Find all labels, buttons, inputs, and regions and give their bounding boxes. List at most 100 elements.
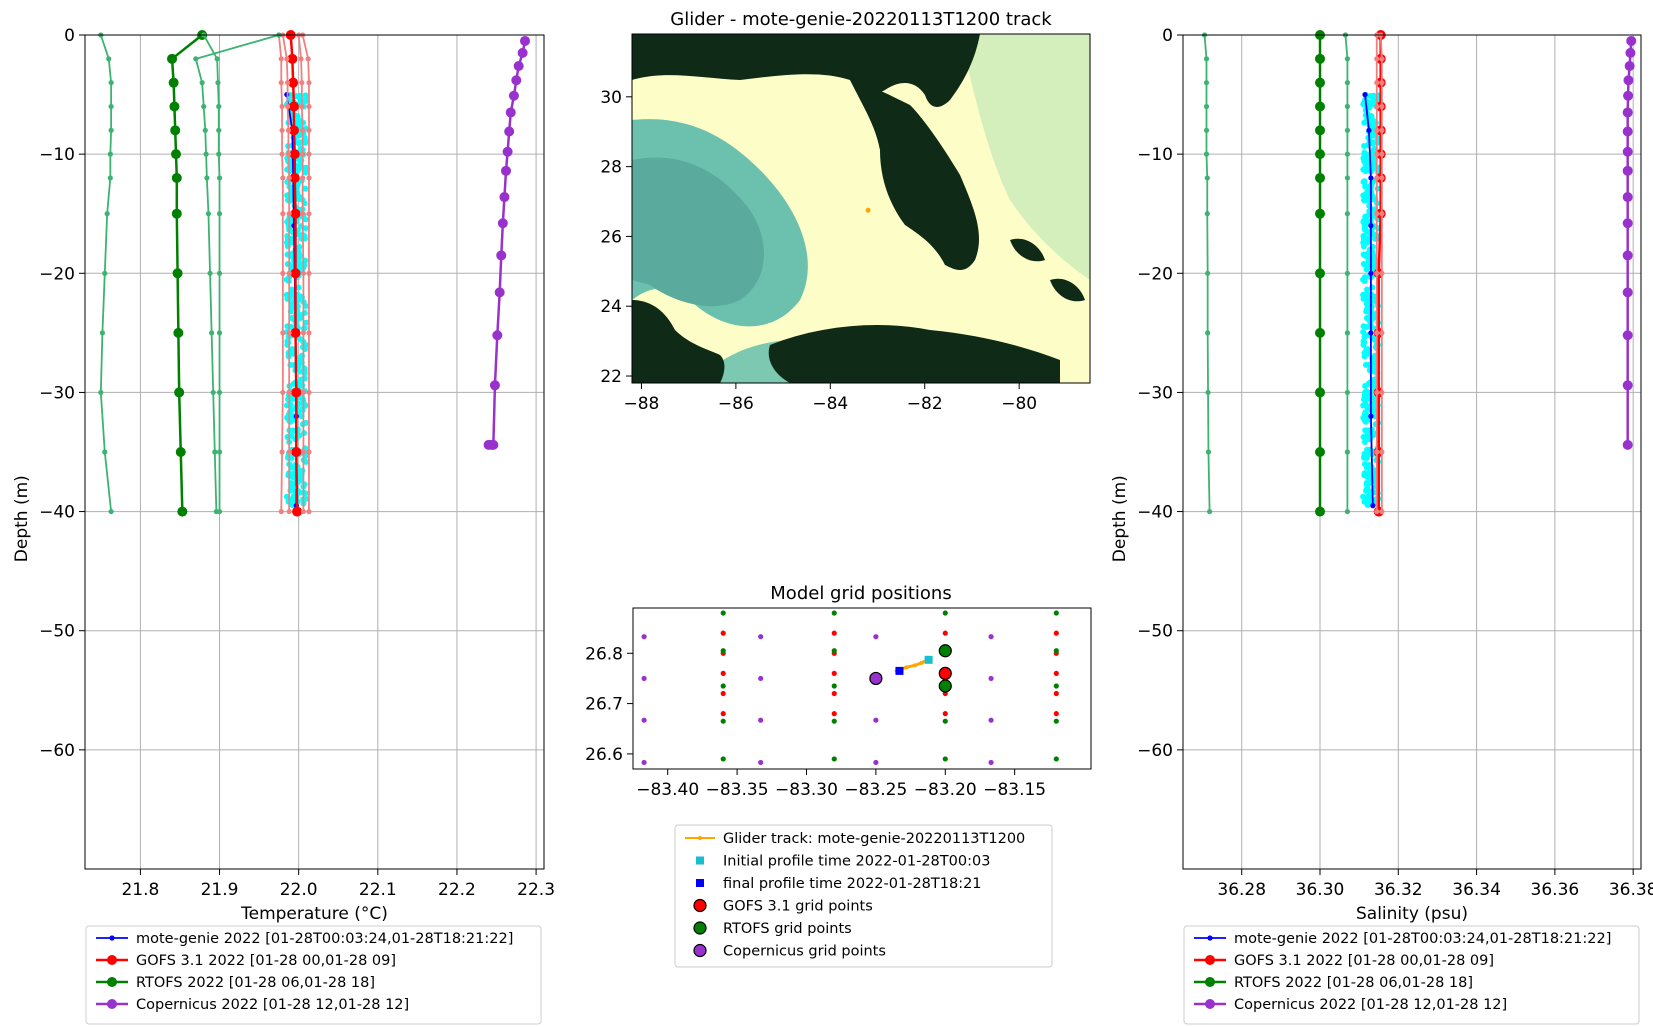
map-glider-position <box>865 207 871 213</box>
y-tick-label: −50 <box>39 622 75 642</box>
series-line <box>1364 94 1374 506</box>
x-tick-label: 22.0 <box>280 880 318 900</box>
series-point <box>286 389 292 396</box>
y-tick-label: −10 <box>1137 145 1173 165</box>
series-point <box>306 80 312 86</box>
rtofs-grid-point <box>1053 683 1059 689</box>
series-point <box>1374 449 1380 455</box>
series-point <box>207 270 213 276</box>
series-point <box>499 192 510 203</box>
series-point <box>1344 151 1351 157</box>
glider-scatter-point <box>1360 178 1367 185</box>
glider-scatter-point <box>1361 438 1368 445</box>
glider-scatter-point <box>1360 243 1367 250</box>
series-point <box>1368 223 1374 229</box>
legend-label: mote-genie 2022 [01-28T00:03:24,01-28T18… <box>1234 931 1611 947</box>
grid-legend-label: final profile time 2022-01-28T18:21 <box>723 876 982 892</box>
series-point <box>203 151 209 157</box>
x-tick-label: 36.32 <box>1374 880 1423 900</box>
gofs-nearest-point <box>938 666 952 681</box>
series-point <box>108 508 114 515</box>
series-point <box>216 103 222 110</box>
legend-marker <box>1205 977 1215 987</box>
map-image <box>632 34 1090 383</box>
series-point <box>300 151 306 157</box>
series-point <box>290 208 301 219</box>
copernicus-grid-point <box>641 717 647 723</box>
series-point <box>1368 175 1374 181</box>
x-tick-label: 21.9 <box>201 880 239 900</box>
rtofs-grid-point <box>720 756 726 762</box>
series-point <box>288 101 299 112</box>
legend-marker <box>107 999 117 1009</box>
map-axis-ticks: −88 −86 −84 −82 −80 22 24 26 28 30 <box>600 88 1037 414</box>
map-y-tick-label: 28 <box>600 158 622 178</box>
series-point <box>300 330 307 336</box>
series-point <box>299 103 305 110</box>
grid-legend-label: Initial profile time 2022-01-28T00:03 <box>723 854 990 870</box>
series-point <box>1622 107 1633 118</box>
series-point <box>1315 172 1326 183</box>
series-point <box>215 80 221 86</box>
gofs-grid-point <box>1053 690 1059 697</box>
glider-scatter-point <box>1363 227 1370 234</box>
series-point <box>306 449 312 455</box>
gofs-grid-point <box>942 630 948 636</box>
y-tick-label: −40 <box>1137 503 1173 523</box>
glider-scatter-point <box>295 284 302 291</box>
series-point <box>1344 508 1351 515</box>
series-point <box>1203 56 1210 62</box>
series-point <box>289 149 300 160</box>
series-point <box>483 439 494 450</box>
x-axis-label: Salinity (psu) <box>1356 904 1468 924</box>
series-point <box>1379 103 1385 110</box>
glider-scatter-point <box>289 346 296 353</box>
series-point <box>1205 270 1211 276</box>
glider-scatter-point <box>289 406 296 413</box>
grid-legend-marker <box>696 879 704 887</box>
glider-scatter-point <box>1361 261 1368 268</box>
series-point <box>279 151 285 157</box>
rtofs-grid-point <box>831 610 837 616</box>
copernicus-grid-point <box>758 634 764 640</box>
series-point <box>167 53 178 64</box>
series-point <box>502 146 513 157</box>
copernicus-grid-point <box>873 634 879 640</box>
glider-scatter-point <box>1363 464 1370 471</box>
legend-marker <box>1205 955 1215 965</box>
series-point <box>306 151 312 157</box>
gofs-grid-point <box>831 711 837 717</box>
series-point <box>287 53 298 64</box>
copernicus-grid-point <box>988 675 994 682</box>
series-point <box>278 508 284 515</box>
series-point <box>1362 91 1368 98</box>
grid-x-tick-label: −83.20 <box>914 780 977 800</box>
series-point <box>102 449 108 455</box>
glider-scatter-point <box>1365 99 1372 106</box>
series-point <box>1315 125 1326 136</box>
map-x-tick-label: −80 <box>1001 394 1037 414</box>
series-point <box>286 175 292 181</box>
series-point <box>216 127 222 133</box>
series-point <box>1374 270 1380 276</box>
rtofs-grid-point <box>831 756 837 762</box>
series-point <box>1205 389 1211 396</box>
series-point <box>300 389 307 396</box>
series-point <box>1344 211 1351 217</box>
series-point <box>1374 508 1380 515</box>
legend-marker <box>107 977 117 987</box>
series-point <box>1203 103 1210 110</box>
series-point <box>1374 151 1380 157</box>
series-point <box>202 127 208 133</box>
series-point <box>1315 149 1326 160</box>
x-tick-label: 22.1 <box>359 880 397 900</box>
legend-box <box>85 925 542 1025</box>
glider-scatter-point <box>302 225 309 232</box>
series-point <box>300 508 307 515</box>
glider-scatter-point <box>1361 349 1368 356</box>
glider-scatter-point <box>1363 152 1370 159</box>
copernicus-grid-point <box>988 717 994 723</box>
glider-scatter-point <box>1360 493 1367 500</box>
series-point <box>1368 330 1374 336</box>
rtofs-grid-point <box>831 718 837 724</box>
